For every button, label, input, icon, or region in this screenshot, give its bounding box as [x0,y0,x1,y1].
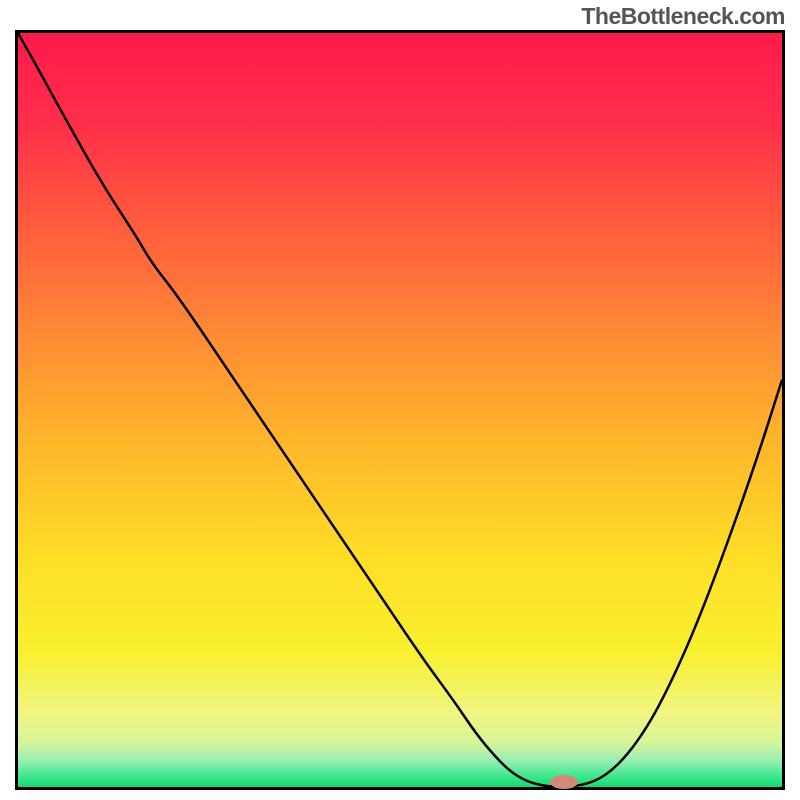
bottleneck-chart [15,30,785,790]
chart-container: TheBottleneck.com [0,0,800,800]
bottleneck-curve [18,33,782,787]
optimal-marker [550,775,578,789]
watermark-text: TheBottleneck.com [581,3,785,30]
